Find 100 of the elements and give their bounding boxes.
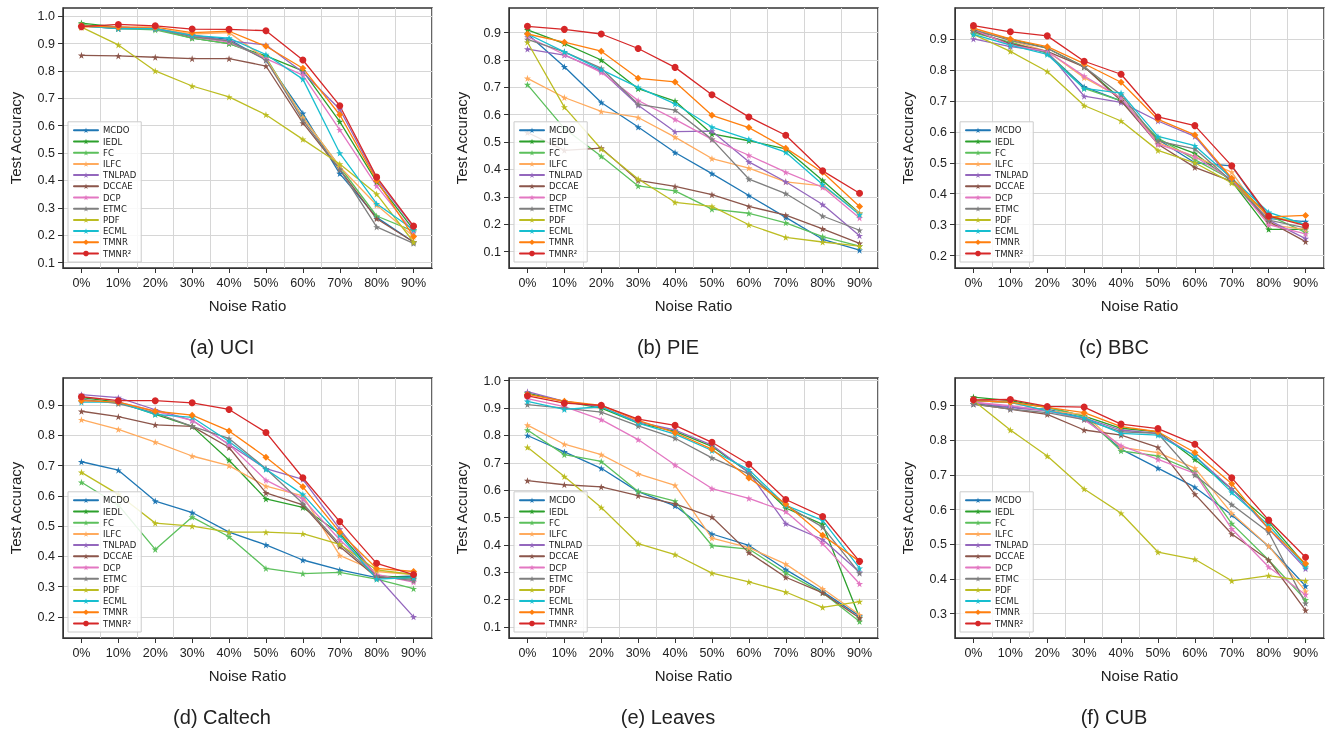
x-tick-label: 20% bbox=[142, 645, 168, 660]
y-tick-label: 0.5 bbox=[483, 135, 502, 150]
legend-label: MCDO bbox=[995, 125, 1022, 136]
legend-label: PDF bbox=[103, 584, 120, 595]
legend-label: IEDL bbox=[549, 506, 569, 517]
y-tick-label: 0.3 bbox=[483, 189, 502, 204]
x-tick-label: 20% bbox=[1034, 645, 1060, 660]
legend-label: TMNR² bbox=[548, 248, 578, 259]
x-tick-label: 40% bbox=[1108, 275, 1134, 290]
x-tick-label: 60% bbox=[736, 275, 762, 290]
x-axis-title: Noise Ratio bbox=[1100, 667, 1179, 684]
legend-label: TMNR² bbox=[994, 618, 1024, 629]
legend-label: MCDO bbox=[995, 495, 1022, 506]
x-tick-label: 40% bbox=[1108, 645, 1134, 660]
legend-label: FC bbox=[995, 517, 1006, 528]
y-tick-label: 0.4 bbox=[929, 186, 948, 201]
x-tick-label: 30% bbox=[179, 645, 205, 660]
legend-label: ETMC bbox=[103, 203, 127, 214]
legend-label: ETMC bbox=[995, 573, 1019, 584]
y-tick-label: 0.3 bbox=[483, 565, 502, 580]
y-tick-label: 0.4 bbox=[483, 162, 502, 177]
y-tick-label: 0.6 bbox=[929, 502, 948, 517]
x-tick-label: 90% bbox=[847, 275, 873, 290]
x-tick-label: 60% bbox=[290, 645, 316, 660]
y-tick-label: 0.8 bbox=[483, 53, 502, 67]
y-tick-label: 0.1 bbox=[483, 620, 502, 635]
y-tick-label: 0.5 bbox=[37, 519, 56, 534]
legend-label: ETMC bbox=[995, 203, 1019, 214]
legend-label: ECML bbox=[995, 596, 1019, 607]
legend-label: IEDL bbox=[549, 136, 569, 147]
x-tick-label: 20% bbox=[1034, 275, 1060, 290]
y-tick-label: 0.2 bbox=[483, 592, 502, 607]
legend-label: DCP bbox=[103, 192, 121, 203]
x-tick-label: 20% bbox=[588, 645, 614, 660]
y-tick-label: 0.6 bbox=[929, 124, 948, 139]
y-tick-label: 1.0 bbox=[483, 373, 502, 388]
legend-label: TMNR² bbox=[102, 618, 132, 629]
x-tick-label: 10% bbox=[551, 645, 577, 660]
legend-label: MCDO bbox=[103, 125, 130, 136]
x-tick-label: 80% bbox=[1256, 275, 1282, 290]
x-tick-label: 90% bbox=[1293, 645, 1319, 660]
text: (f) CUB bbox=[1080, 706, 1148, 728]
x-tick-label: 80% bbox=[1256, 645, 1282, 660]
y-tick-label: 0.8 bbox=[929, 62, 948, 77]
x-axis-title: Noise Ratio bbox=[208, 297, 287, 314]
x-tick-label: 30% bbox=[625, 645, 651, 660]
legend-label: PDF bbox=[549, 584, 566, 595]
x-tick-label: 30% bbox=[1071, 275, 1097, 290]
legend-label: DCP bbox=[103, 562, 121, 573]
x-tick-label: 50% bbox=[699, 275, 725, 290]
y-tick-label: 1.0 bbox=[37, 9, 56, 24]
legend-label: DCCAE bbox=[995, 181, 1025, 192]
y-tick-label: 0.6 bbox=[37, 118, 56, 133]
legend-label: DCP bbox=[995, 562, 1013, 573]
legend-label: DCCAE bbox=[103, 551, 133, 562]
y-tick-label: 0.2 bbox=[37, 228, 56, 243]
y-axis-title: Test Accuracy bbox=[7, 461, 24, 555]
legend-label: TMNR² bbox=[994, 248, 1024, 259]
y-axis-title: Test Accuracy bbox=[899, 461, 916, 555]
x-tick-label: 90% bbox=[401, 645, 427, 660]
legend-label: MCDO bbox=[549, 125, 576, 136]
x-tick-label: 0% bbox=[72, 275, 91, 290]
y-tick-label: 0.3 bbox=[37, 200, 56, 215]
legend-label: ETMC bbox=[103, 573, 127, 584]
legend-label: DCP bbox=[995, 192, 1013, 203]
legend-label: DCCAE bbox=[549, 551, 579, 562]
legend-label: TMNR bbox=[548, 237, 574, 248]
legend-label: ECML bbox=[995, 226, 1019, 237]
legend-label: PDF bbox=[995, 214, 1012, 225]
y-tick-label: 0.9 bbox=[483, 25, 502, 40]
x-tick-label: 90% bbox=[847, 645, 873, 660]
legend-label: DCP bbox=[549, 192, 567, 203]
legend-label: ECML bbox=[103, 596, 127, 607]
y-tick-label: 0.9 bbox=[929, 398, 948, 413]
x-tick-label: 50% bbox=[1145, 645, 1171, 660]
text: (a) UCI bbox=[189, 336, 255, 358]
text: (b) PIE bbox=[636, 336, 700, 358]
x-tick-label: 0% bbox=[964, 645, 983, 660]
x-tick-label: 30% bbox=[179, 275, 205, 290]
legend-label: ILFC bbox=[103, 158, 122, 169]
y-axis-title: Test Accuracy bbox=[453, 461, 470, 555]
y-axis-title: Test Accuracy bbox=[899, 91, 916, 185]
legend-label: ETMC bbox=[549, 573, 573, 584]
y-tick-label: 0.4 bbox=[483, 537, 502, 552]
legend-label: DCCAE bbox=[995, 551, 1025, 562]
legend-label: DCP bbox=[549, 562, 567, 573]
legend-label: PDF bbox=[549, 214, 566, 225]
legend-label: ECML bbox=[549, 596, 573, 607]
legend-label: TNLPAD bbox=[102, 170, 137, 181]
x-tick-label: 10% bbox=[105, 645, 131, 660]
x-tick-label: 50% bbox=[1145, 275, 1171, 290]
x-tick-label: 40% bbox=[662, 275, 688, 290]
y-tick-label: 0.2 bbox=[929, 248, 948, 263]
y-tick-label: 0.7 bbox=[929, 93, 948, 108]
legend-label: ETMC bbox=[549, 203, 573, 214]
x-tick-label: 70% bbox=[327, 275, 353, 290]
y-tick-label: 0.1 bbox=[37, 255, 56, 270]
y-tick-label: 0.8 bbox=[929, 433, 948, 448]
x-tick-label: 30% bbox=[625, 275, 651, 290]
y-tick-label: 0.7 bbox=[483, 455, 502, 470]
